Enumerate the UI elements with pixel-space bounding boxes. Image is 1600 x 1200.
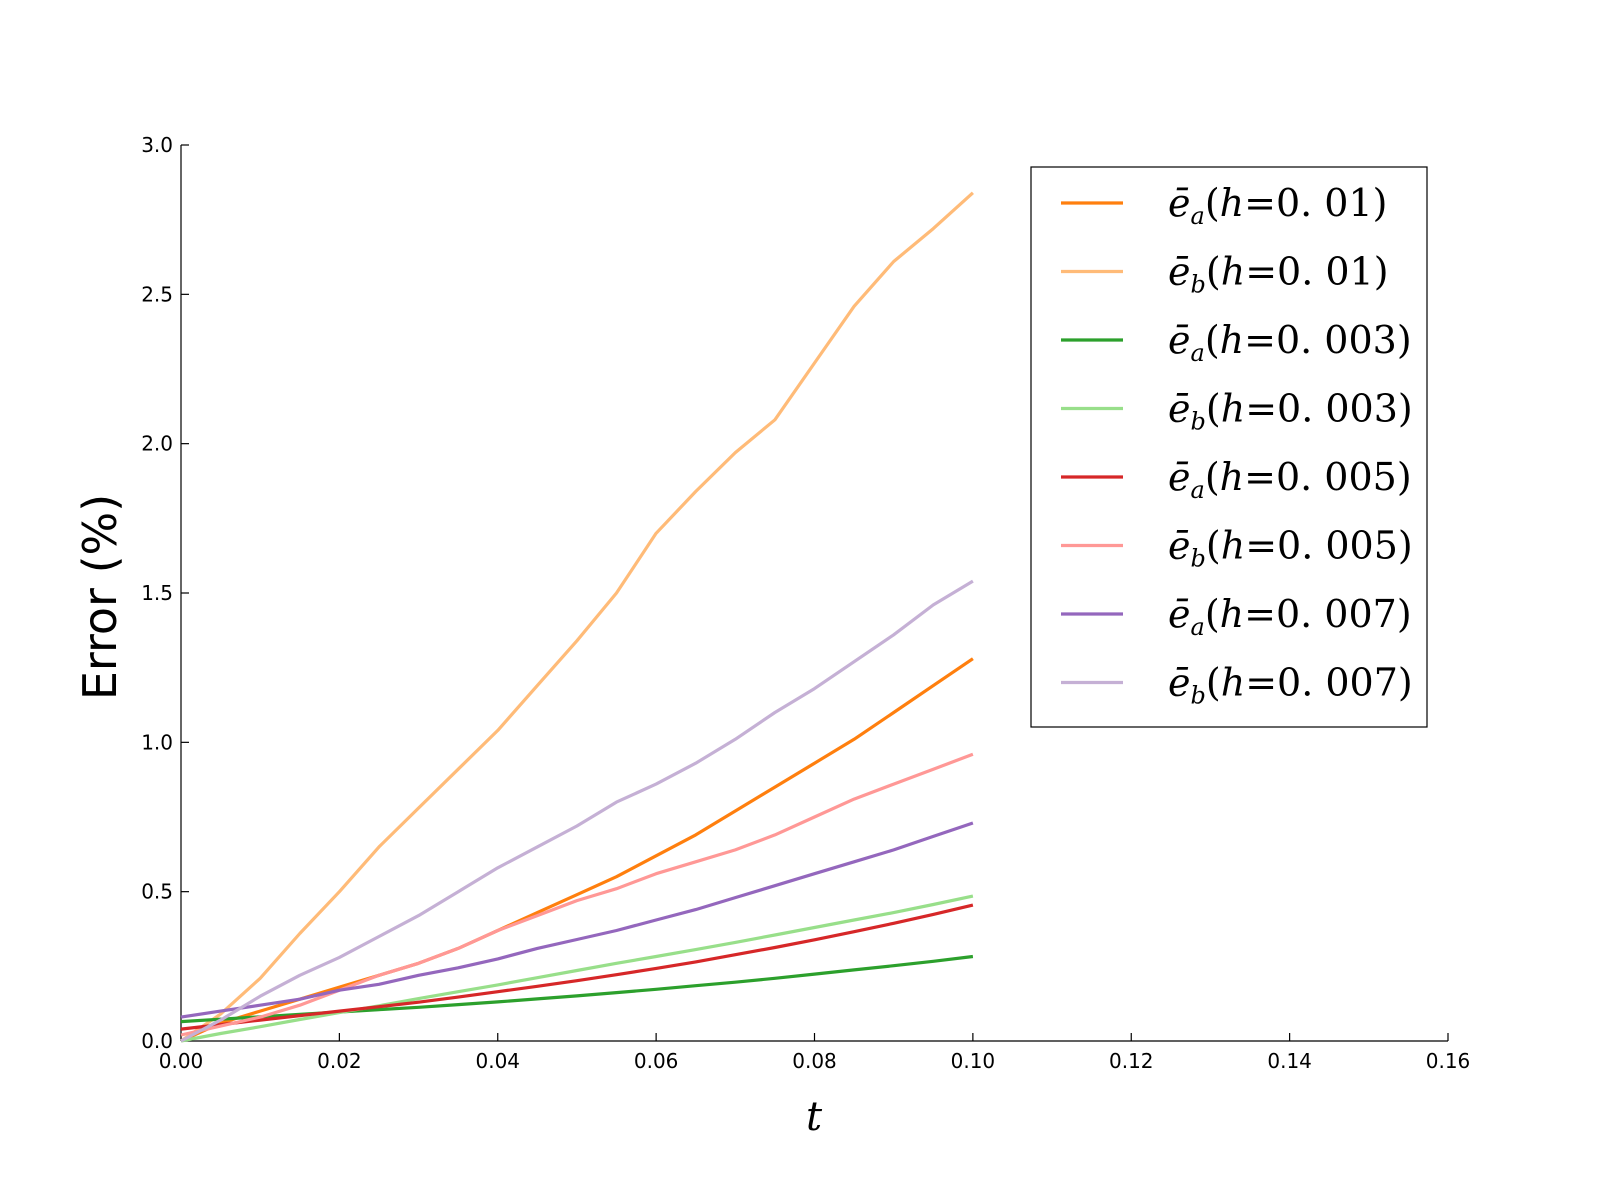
- series-line-b-0_007: [180, 579, 974, 1043]
- legend-entry-label: ēb(h=0. 007): [1168, 661, 1413, 710]
- x-tick-label: 0.16: [1426, 1049, 1471, 1073]
- x-tick-label: 0.06: [634, 1049, 679, 1073]
- series-line-b-0_005: [180, 752, 974, 1037]
- x-tick-label: 0.02: [317, 1049, 362, 1073]
- series-line-a-0_005: [180, 903, 974, 1031]
- x-tick-label: 0.14: [1267, 1049, 1312, 1073]
- legend-entry-label: ēa(h=0. 01): [1168, 181, 1387, 230]
- y-tick-label: 2.5: [141, 282, 173, 306]
- legend: ēa(h=0. 01) ēb(h=0. 01) ēa(h=0. 003) ēb(h=0…: [1030, 166, 1428, 728]
- y-axis-label: Error (%): [73, 494, 127, 700]
- series-line-a-0_01: [180, 657, 974, 1043]
- y-tick-label: 2.0: [141, 432, 173, 456]
- legend-entry-label: ēb(h=0. 005): [1168, 524, 1413, 573]
- y-tick-label: 0.0: [141, 1029, 173, 1053]
- x-tick-label: 0.12: [1109, 1049, 1154, 1073]
- legend-entry-label: ēa(h=0. 005): [1168, 455, 1412, 504]
- series-line-a-0_007: [180, 821, 974, 1019]
- x-tick-label: 0.08: [792, 1049, 837, 1073]
- legend-entry-label: ēb(h=0. 01): [1168, 250, 1389, 299]
- legend-box: [1030, 166, 1428, 728]
- legend-entry-label: ēb(h=0. 003): [1168, 387, 1413, 436]
- series-line-b-0_01: [180, 191, 974, 1043]
- y-tick-label: 0.5: [141, 880, 173, 904]
- y-tick-label: 3.0: [141, 133, 173, 157]
- y-tick-label: 1.0: [141, 730, 173, 754]
- y-tick-label: 1.5: [141, 581, 173, 605]
- legend-entry-label: ēa(h=0. 007): [1168, 592, 1412, 641]
- x-tick-label: 0.00: [159, 1049, 204, 1073]
- tick-labels: 0.00 0.02 0.04 0.06 0.08 0.10 0.12 0.14 0.16 0.0 0…: [141, 133, 1470, 1073]
- x-tick-label: 0.10: [951, 1049, 996, 1073]
- x-axis-label: t: [806, 1094, 823, 1140]
- series-line-a-0_003: [180, 954, 974, 1024]
- x-tick-label: 0.04: [475, 1049, 520, 1073]
- legend-entry-label: ēa(h=0. 003): [1168, 318, 1412, 367]
- series-line-b-0_003: [180, 894, 974, 1043]
- series-lines: [180, 191, 974, 1043]
